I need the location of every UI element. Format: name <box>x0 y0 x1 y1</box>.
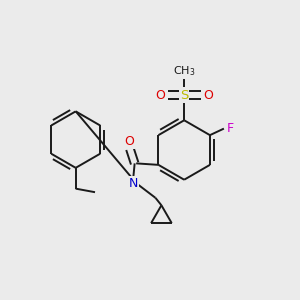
Text: S: S <box>180 88 188 101</box>
Text: N: N <box>128 177 138 190</box>
Text: F: F <box>227 122 234 135</box>
Text: O: O <box>124 135 134 148</box>
Text: O: O <box>155 88 165 101</box>
Text: O: O <box>204 88 214 101</box>
Text: CH$_3$: CH$_3$ <box>173 64 195 78</box>
